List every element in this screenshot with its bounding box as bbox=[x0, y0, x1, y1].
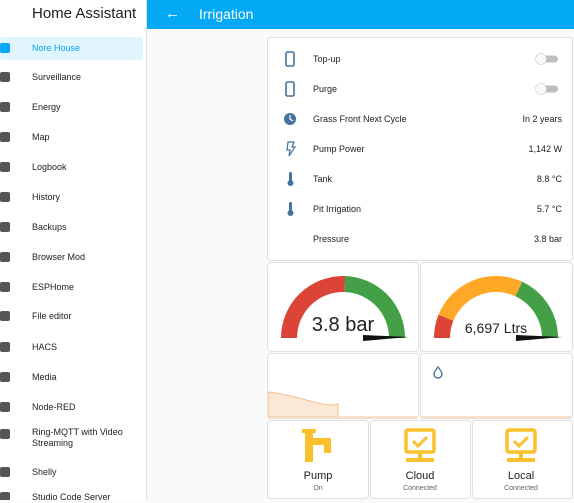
top-bar bbox=[147, 0, 574, 29]
power-icon bbox=[286, 141, 297, 157]
thermometer-bulb bbox=[287, 210, 294, 216]
sidebar-icon bbox=[0, 72, 10, 82]
entity-name: Pump Power bbox=[313, 144, 365, 154]
gauge-value: 3.8 bar bbox=[311, 314, 375, 336]
thermometer-bulb bbox=[287, 180, 294, 186]
gauge-segment bbox=[434, 314, 454, 338]
entity-name: Pressure bbox=[313, 234, 350, 244]
sidebar-item[interactable]: History bbox=[32, 192, 61, 202]
sidebar-title: Home Assistant bbox=[32, 5, 137, 22]
gauge-needle bbox=[363, 335, 409, 341]
sidebar-icon bbox=[0, 372, 10, 382]
sidebar-icon bbox=[0, 252, 10, 262]
entity-name: Top-up bbox=[313, 54, 341, 64]
sidebar-icon bbox=[0, 132, 10, 142]
entity-state: 1,142 W bbox=[528, 144, 562, 154]
monitor-stand bbox=[406, 458, 434, 462]
monitor-icon bbox=[505, 428, 537, 454]
thermometer-icon bbox=[289, 202, 292, 212]
sidebar-icon bbox=[0, 429, 10, 439]
page-title: Irrigation bbox=[199, 6, 254, 22]
monitor-stand bbox=[507, 458, 535, 462]
pump-icon bbox=[302, 429, 316, 433]
sidebar bbox=[0, 0, 147, 500]
sidebar-item[interactable]: Ring-MQTT with Video Streaming bbox=[32, 427, 123, 448]
sidebar-item[interactable]: Browser Mod bbox=[32, 252, 86, 262]
entities-card bbox=[267, 37, 573, 261]
entity-state: 8.8 °C bbox=[536, 174, 562, 184]
sidebar-item[interactable]: Surveillance bbox=[32, 72, 82, 82]
entity-state: In 2 years bbox=[522, 114, 562, 124]
sidebar-icon bbox=[0, 342, 10, 352]
sidebar-item[interactable]: Node-RED bbox=[32, 402, 76, 412]
selected-bg bbox=[0, 37, 143, 60]
check-icon bbox=[512, 435, 530, 449]
toggle-knob bbox=[535, 83, 547, 95]
entity-state: 5.7 °C bbox=[536, 204, 562, 214]
button-state: Connected bbox=[504, 485, 538, 492]
entity-name: Tank bbox=[313, 174, 333, 184]
button-state: On bbox=[313, 485, 323, 492]
button-name: Pump bbox=[303, 470, 333, 482]
gauge-segment bbox=[344, 276, 405, 338]
pump-icon bbox=[305, 430, 313, 462]
pump-icon bbox=[305, 438, 331, 445]
entity-state: 3.8 bar bbox=[533, 234, 562, 244]
sidebar-icon bbox=[0, 467, 10, 477]
button-name: Cloud bbox=[405, 470, 435, 482]
graph-card bbox=[420, 353, 573, 419]
sidebar-item[interactable]: ESPHome bbox=[32, 282, 75, 292]
sidebar-icon bbox=[0, 282, 10, 292]
check-icon bbox=[411, 435, 429, 449]
back-arrow[interactable]: ← bbox=[165, 5, 180, 22]
pump-icon bbox=[324, 438, 331, 453]
entity-name: Grass Front Next Cycle bbox=[313, 114, 407, 124]
button-card[interactable] bbox=[267, 420, 369, 499]
sidebar-icon bbox=[0, 162, 10, 172]
sidebar-item[interactable]: Energy bbox=[32, 102, 61, 112]
gauge-value: 6,697 Ltrs bbox=[464, 320, 528, 336]
entity-name: Pit Irrigation bbox=[313, 204, 362, 214]
device-icon bbox=[285, 81, 295, 97]
gauge-segment bbox=[281, 276, 346, 338]
sidebar-icon bbox=[0, 192, 10, 202]
gauge-segment bbox=[438, 276, 523, 321]
monitor-icon bbox=[404, 428, 436, 454]
sidebar-item[interactable]: Shelly bbox=[32, 467, 57, 477]
sidebar-icon bbox=[0, 311, 10, 321]
toggle-knob bbox=[535, 53, 547, 65]
monitor-stand bbox=[519, 452, 523, 458]
button-state: Connected bbox=[403, 485, 437, 492]
sidebar-item[interactable]: Studio Code Server bbox=[32, 492, 111, 502]
sidebar-icon bbox=[0, 222, 10, 232]
sidebar-icon bbox=[0, 402, 10, 412]
sidebar-item[interactable]: File editor bbox=[32, 311, 72, 321]
sidebar-item[interactable]: Map bbox=[32, 132, 50, 142]
sidebar-item[interactable]: Media bbox=[32, 372, 57, 382]
history-area bbox=[268, 391, 339, 418]
sidebar-item[interactable]: Logbook bbox=[32, 162, 67, 172]
gauge-segment bbox=[515, 281, 558, 338]
entity-name: Purge bbox=[313, 84, 338, 94]
sidebar-icon bbox=[0, 102, 10, 112]
clock-hands bbox=[289, 115, 294, 122]
water-icon bbox=[433, 365, 443, 379]
sidebar-item[interactable]: Nore House bbox=[32, 43, 81, 53]
monitor-stand bbox=[418, 452, 422, 458]
sidebar-item[interactable]: Backups bbox=[32, 222, 67, 232]
sidebar-icon bbox=[0, 43, 10, 53]
thermometer-icon bbox=[289, 172, 292, 182]
gauge-needle bbox=[516, 335, 562, 341]
device-icon bbox=[285, 51, 295, 67]
sidebar-item[interactable]: HACS bbox=[32, 342, 58, 352]
button-name: Local bbox=[507, 470, 535, 482]
sidebar-icon bbox=[0, 492, 10, 500]
